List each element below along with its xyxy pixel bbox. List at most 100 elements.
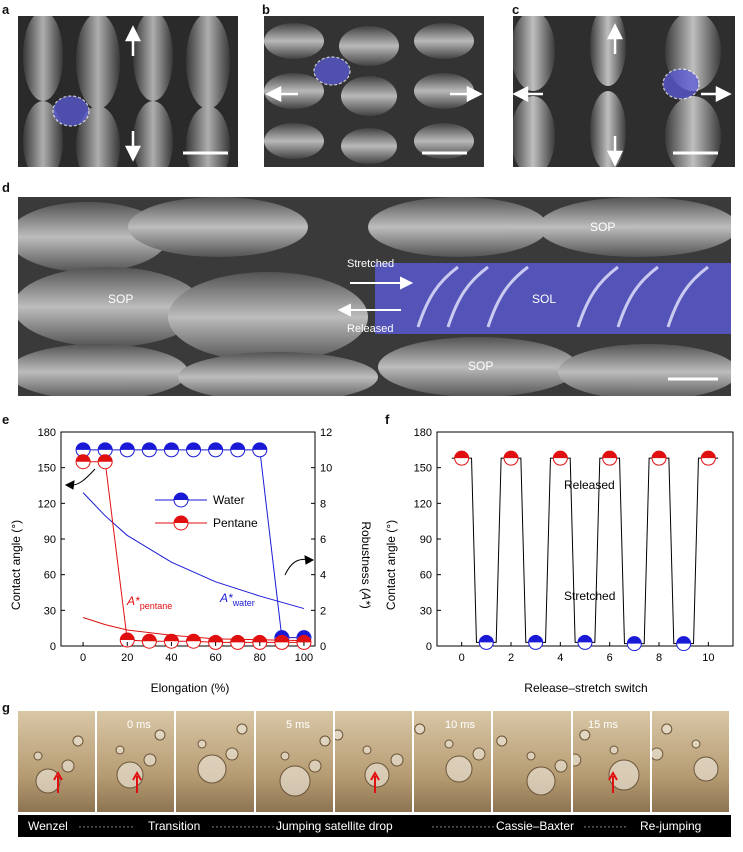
droplet (445, 755, 473, 783)
droplet (115, 745, 125, 755)
data-point (528, 634, 544, 650)
data-point (230, 442, 246, 458)
data-point (602, 450, 618, 466)
droplet (444, 739, 454, 749)
chart-f-frame (436, 431, 734, 647)
chart-e-ylabel: Contact angle (°) (9, 520, 23, 610)
annot-a-pentane: A*pentane (126, 594, 172, 611)
droplet-sequence: 0 ms 5 ms 10 ms 15 ms Wenzel ···········… (18, 711, 731, 837)
fabric-texture-c (513, 16, 735, 167)
annot-released: Released (564, 478, 615, 492)
data-point (97, 442, 113, 458)
chart-e-arrows (64, 468, 315, 576)
droplet (197, 739, 207, 749)
timestamp-10: 10 ms (445, 719, 475, 731)
droplet (61, 759, 75, 773)
droplet (572, 753, 581, 767)
droplet-frame (255, 711, 333, 812)
chart-e-ticks: 0 20 40 60 80 100 0 30 60 90 120 150 180 0 2 4 6 8 10 12 (38, 427, 333, 664)
data-point (274, 634, 290, 650)
droplet (578, 729, 590, 741)
chart-e-xlabel: Elongation (%) (151, 681, 230, 695)
droplet (661, 723, 673, 735)
caption-dots-3: ················· (431, 819, 499, 833)
x-tick-label: 80 (254, 652, 266, 664)
timestamp-5: 5 ms (286, 719, 310, 731)
droplet (225, 747, 239, 761)
y-tick-label: 120 (414, 498, 432, 510)
chart-f-xlabel: Release–stretch switch (524, 681, 647, 695)
droplet-frame (651, 711, 729, 812)
panel-label-g: g (2, 700, 10, 715)
panel-label-e: e (2, 412, 10, 427)
red-arrow (607, 770, 618, 793)
droplet (279, 765, 311, 797)
caption-dots-1: ·············· (78, 819, 134, 833)
droplet (362, 745, 372, 755)
x-tick-label: 10 (702, 652, 714, 664)
y-tick-label: 120 (38, 498, 56, 510)
chart-f-points (454, 450, 716, 652)
panel-label-f: f (385, 412, 390, 427)
droplet-frame (97, 711, 175, 812)
droplet (33, 751, 43, 761)
droplet-frame (18, 711, 96, 812)
droplet (691, 739, 701, 749)
y2-tick-label: 0 (320, 641, 326, 653)
label-sop-top: SOP (590, 220, 615, 234)
droplet (526, 751, 536, 761)
data-point (651, 450, 667, 466)
data-point (75, 442, 91, 458)
sem-image-d: SOP SOP SOP SOL Stretched Released (18, 197, 731, 396)
data-point (552, 450, 568, 466)
data-point (163, 633, 179, 649)
label-released: Released (347, 323, 393, 335)
y-tick-label: 60 (420, 570, 432, 582)
red-arrow (132, 770, 143, 793)
red-arrow (53, 770, 63, 793)
droplet (651, 747, 664, 761)
panel-label-c: c (512, 2, 520, 17)
y2-tick-label: 6 (320, 534, 326, 546)
chart-e: 0 20 40 60 80 100 0 30 60 90 120 150 180 0 2 4 6 8 10 12 El… (9, 427, 372, 695)
droplet-frame (334, 711, 413, 812)
droplet (72, 735, 84, 747)
x-tick-label: 0 (459, 652, 465, 664)
data-point (141, 442, 157, 458)
data-point (186, 442, 202, 458)
y2-tick-label: 8 (320, 498, 326, 510)
data-point (478, 634, 494, 650)
y-tick-label: 180 (414, 427, 432, 439)
chart-f: 0 2 4 6 8 10 0 30 60 90 120 150 180 Release–stretch … (384, 427, 734, 695)
robustness-curve (82, 492, 305, 610)
y-tick-label: 150 (414, 463, 432, 475)
fabric-texture-a (18, 16, 238, 167)
chart-f-axes (436, 431, 734, 647)
droplet (319, 735, 331, 747)
annot-stretched: Stretched (564, 589, 615, 603)
y2-tick-label: 2 (320, 605, 326, 617)
y-tick-label: 30 (44, 605, 56, 617)
series-line (83, 449, 304, 639)
droplet-frame (414, 711, 492, 812)
droplet (154, 729, 166, 741)
data-point (454, 450, 470, 466)
droplet-frame (572, 711, 650, 812)
x-tick-label: 8 (656, 652, 662, 664)
label-sol: SOL (532, 292, 556, 306)
y-tick-label: 90 (420, 534, 432, 546)
panel-label-a: a (2, 2, 10, 17)
droplet (308, 759, 322, 773)
caption-jumping: Jumping satellite drop (276, 819, 393, 833)
data-point (626, 636, 642, 652)
timestamp-0: 0 ms (127, 719, 151, 731)
droplet (472, 747, 486, 761)
caption-cassie: Cassie–Baxter (496, 819, 575, 833)
caption-dots-4: ··········· (583, 819, 627, 833)
data-point (230, 634, 246, 650)
y-tick-label: 60 (44, 570, 56, 582)
caption-wenzel: Wenzel (28, 819, 68, 833)
droplet (280, 751, 290, 761)
y2-tick-label: 12 (320, 427, 332, 439)
x-tick-label: 60 (209, 652, 221, 664)
